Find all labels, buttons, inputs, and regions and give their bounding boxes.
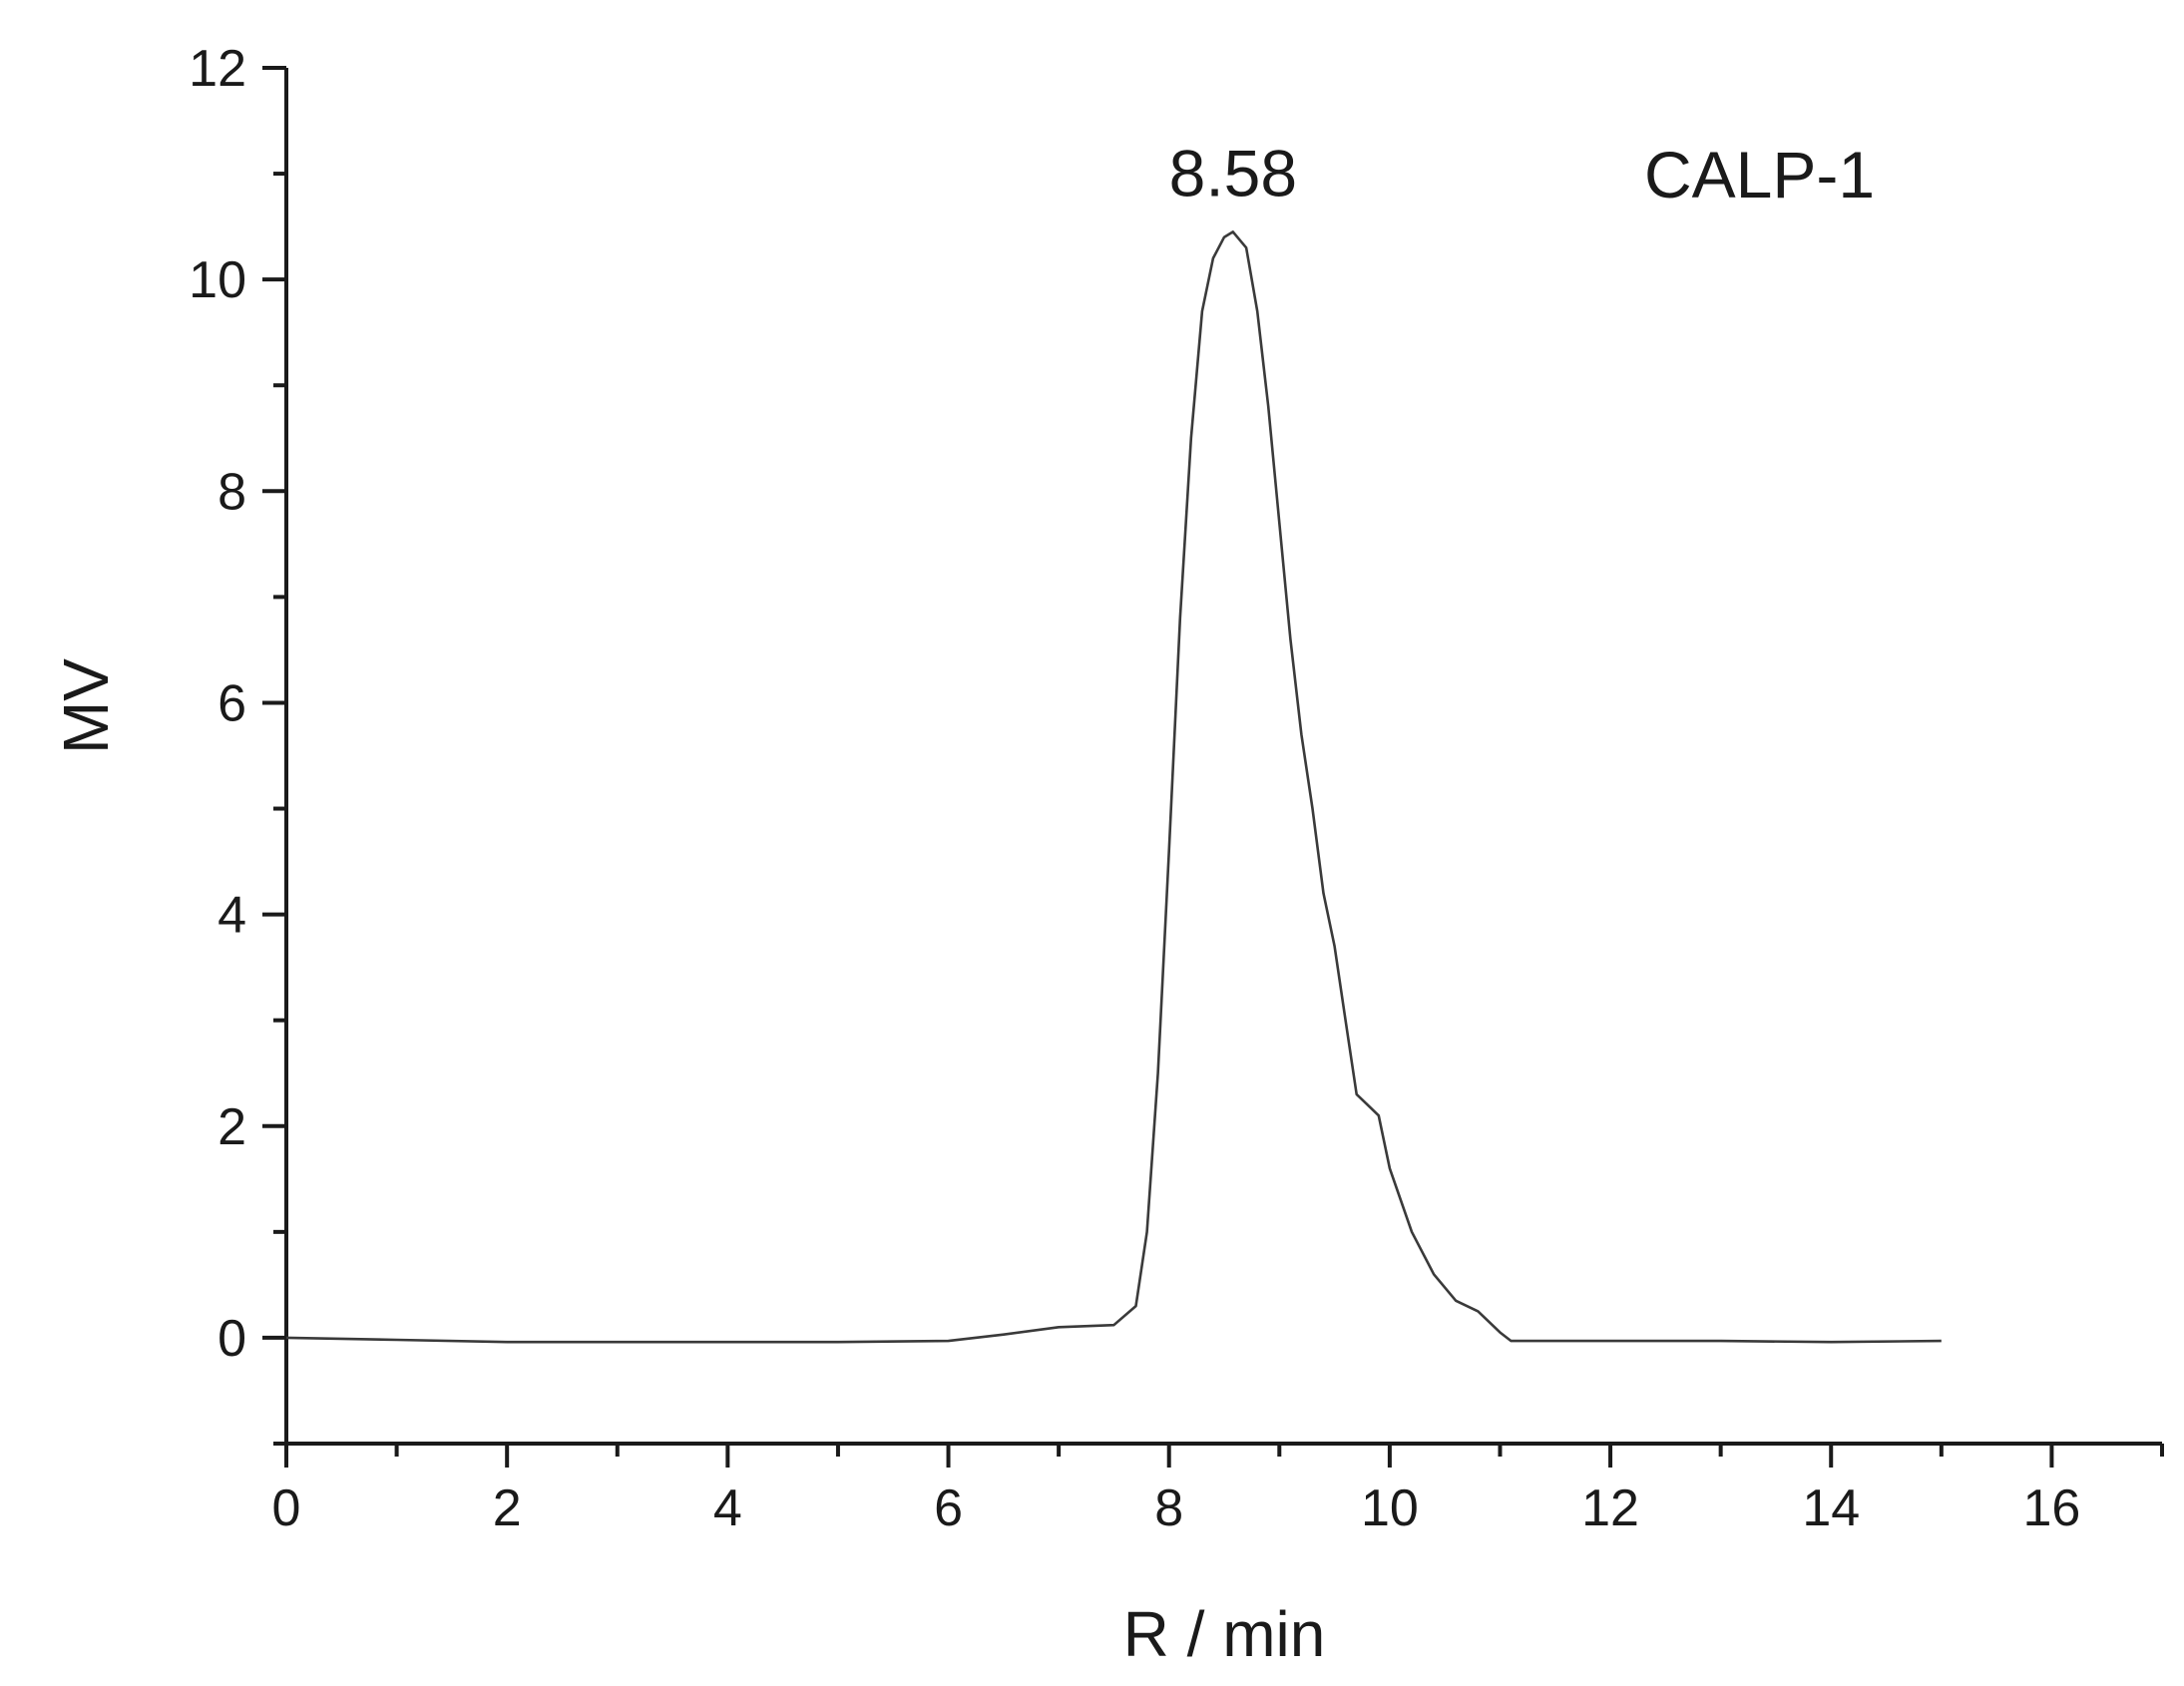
y-tick-label: 6	[218, 674, 246, 732]
x-tick-label: 4	[713, 1479, 742, 1537]
y-tick-label: 8	[218, 463, 246, 521]
x-axis-title: R / min	[1123, 1598, 1326, 1670]
tick-labels: 0 2 4 6 8 10 12 14 16 0 2 4 6 8 10 12	[189, 40, 2080, 1537]
y-tick-label: 2	[218, 1098, 246, 1156]
x-tick-label: 12	[1581, 1479, 1639, 1537]
x-tick-label: 0	[272, 1479, 301, 1537]
sample-label: CALP-1	[1644, 138, 1875, 211]
y-axis-title: MV	[50, 658, 122, 754]
y-tick-label: 0	[218, 1310, 246, 1368]
y-tick-label: 10	[189, 251, 246, 309]
y-tick-label: 4	[218, 887, 246, 945]
x-tick-label: 16	[2022, 1479, 2080, 1537]
x-tick-label: 8	[1154, 1479, 1183, 1537]
x-tick-label: 14	[1802, 1479, 1860, 1537]
x-tick-label: 2	[493, 1479, 522, 1537]
x-tick-label: 10	[1361, 1479, 1419, 1537]
ticks	[262, 66, 2164, 1468]
axes	[284, 68, 2162, 1446]
chromatogram-trace	[285, 230, 1942, 1344]
peak-label: 8.58	[1169, 136, 1297, 210]
x-tick-label: 6	[934, 1479, 963, 1537]
y-tick-label: 12	[189, 40, 246, 98]
